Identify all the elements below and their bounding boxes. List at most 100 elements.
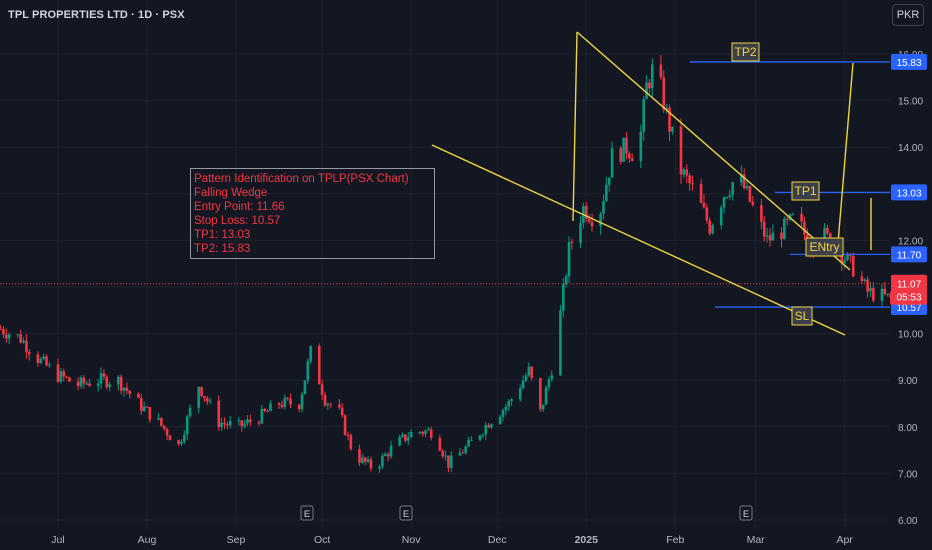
tp1-label: TP1 — [791, 181, 820, 201]
candle-body — [48, 364, 51, 366]
candle-body — [863, 279, 867, 281]
candle-body — [711, 225, 714, 234]
candle-body — [800, 213, 803, 222]
candle-body — [510, 399, 513, 402]
candle-body — [427, 429, 430, 431]
currency-button[interactable]: PKR — [892, 4, 924, 26]
candle-body — [441, 450, 445, 457]
x-tick-label: Oct — [314, 534, 330, 546]
candle-body — [610, 148, 614, 178]
candle-body — [421, 431, 424, 434]
wedge-lower-line — [431, 144, 846, 336]
candle-body — [590, 221, 594, 227]
candle-body — [628, 153, 631, 159]
x-tick-label: Dec — [488, 534, 507, 546]
candle-body — [36, 354, 40, 364]
candle-body — [62, 371, 66, 377]
note-line: TP2: 15.83 — [194, 243, 251, 255]
candle-body — [490, 424, 493, 428]
candle-body — [25, 340, 28, 353]
candle-body — [561, 284, 565, 311]
candle-body — [880, 288, 884, 301]
candle-body — [886, 293, 890, 295]
level-price-label: 13.03 — [896, 188, 921, 199]
candle-body — [68, 377, 71, 382]
candle-body — [228, 421, 232, 426]
candle-body — [705, 207, 709, 221]
candle-body — [338, 404, 341, 408]
candle-body — [119, 376, 123, 391]
candle-body — [501, 410, 505, 417]
candle-body — [791, 213, 795, 215]
candle-body — [269, 403, 272, 412]
candle-body — [185, 416, 189, 435]
candle-body — [343, 415, 347, 435]
candle-body — [249, 419, 252, 423]
candle-body — [246, 419, 249, 424]
candle-body — [168, 435, 172, 441]
candle-body — [650, 64, 654, 89]
candle-body — [306, 361, 310, 381]
countdown-label: 05:53 — [896, 293, 921, 304]
breakout-projection-line — [836, 62, 854, 256]
candle-body — [762, 221, 766, 237]
candle-body — [785, 218, 789, 220]
level-labels: TP2 TP1 ENtry SL — [731, 42, 844, 326]
candle-body — [745, 186, 749, 189]
candle-body — [866, 279, 869, 292]
y-tick-label: 7.00 — [898, 469, 918, 480]
level-price-tag — [891, 184, 927, 201]
wedge-left-edge — [572, 31, 578, 222]
candle-body — [484, 425, 488, 435]
candle-body — [237, 420, 241, 422]
tp2-label: TP2 — [731, 42, 760, 62]
candle-body — [567, 241, 571, 277]
svg-text:E: E — [743, 509, 749, 520]
candle-body — [851, 255, 855, 277]
candle-body — [645, 82, 648, 100]
candle-body — [220, 422, 223, 428]
candle-body — [320, 384, 324, 395]
candle-body — [188, 407, 192, 417]
y-tick-label: 15.00 — [898, 97, 923, 108]
candle-body — [180, 441, 183, 444]
candle-body — [642, 99, 645, 132]
candle-body — [719, 207, 723, 226]
note-line: Falling Wedge — [194, 187, 268, 199]
candle-body — [297, 404, 301, 410]
candle-body — [125, 387, 129, 391]
x-tick-label: Jul — [51, 534, 64, 546]
candle-body — [481, 434, 485, 436]
note-line: Stop Loss: 10.57 — [194, 215, 281, 227]
candle-body — [668, 107, 671, 132]
candle-body — [260, 408, 264, 424]
candle-body — [329, 403, 333, 405]
note-line: Pattern Identification on TPLP(PSX Chart… — [194, 173, 409, 185]
candle-body — [765, 235, 769, 237]
candle-body — [679, 126, 683, 175]
candle-body — [527, 366, 531, 376]
candle-body — [99, 373, 103, 384]
candle-body — [889, 293, 892, 298]
candle-body — [160, 417, 163, 426]
svg-text:TP1: TP1 — [794, 184, 816, 198]
candle-body — [369, 459, 373, 469]
candle-body — [685, 169, 689, 176]
candle-body — [447, 455, 450, 468]
candle-body — [464, 446, 467, 454]
candle-body — [461, 452, 465, 454]
candle-body — [226, 424, 229, 426]
candle-body — [346, 434, 350, 436]
candle-body — [165, 428, 169, 436]
candle-body — [76, 381, 80, 387]
candle-body — [177, 440, 180, 444]
candle-body — [361, 457, 364, 463]
candle-body — [406, 437, 410, 441]
candle-body — [300, 394, 304, 410]
svg-text:E: E — [304, 509, 310, 520]
candle-body — [139, 398, 143, 411]
svg-text:E: E — [403, 509, 409, 520]
candle-body — [728, 195, 732, 197]
candle-body — [223, 422, 226, 425]
